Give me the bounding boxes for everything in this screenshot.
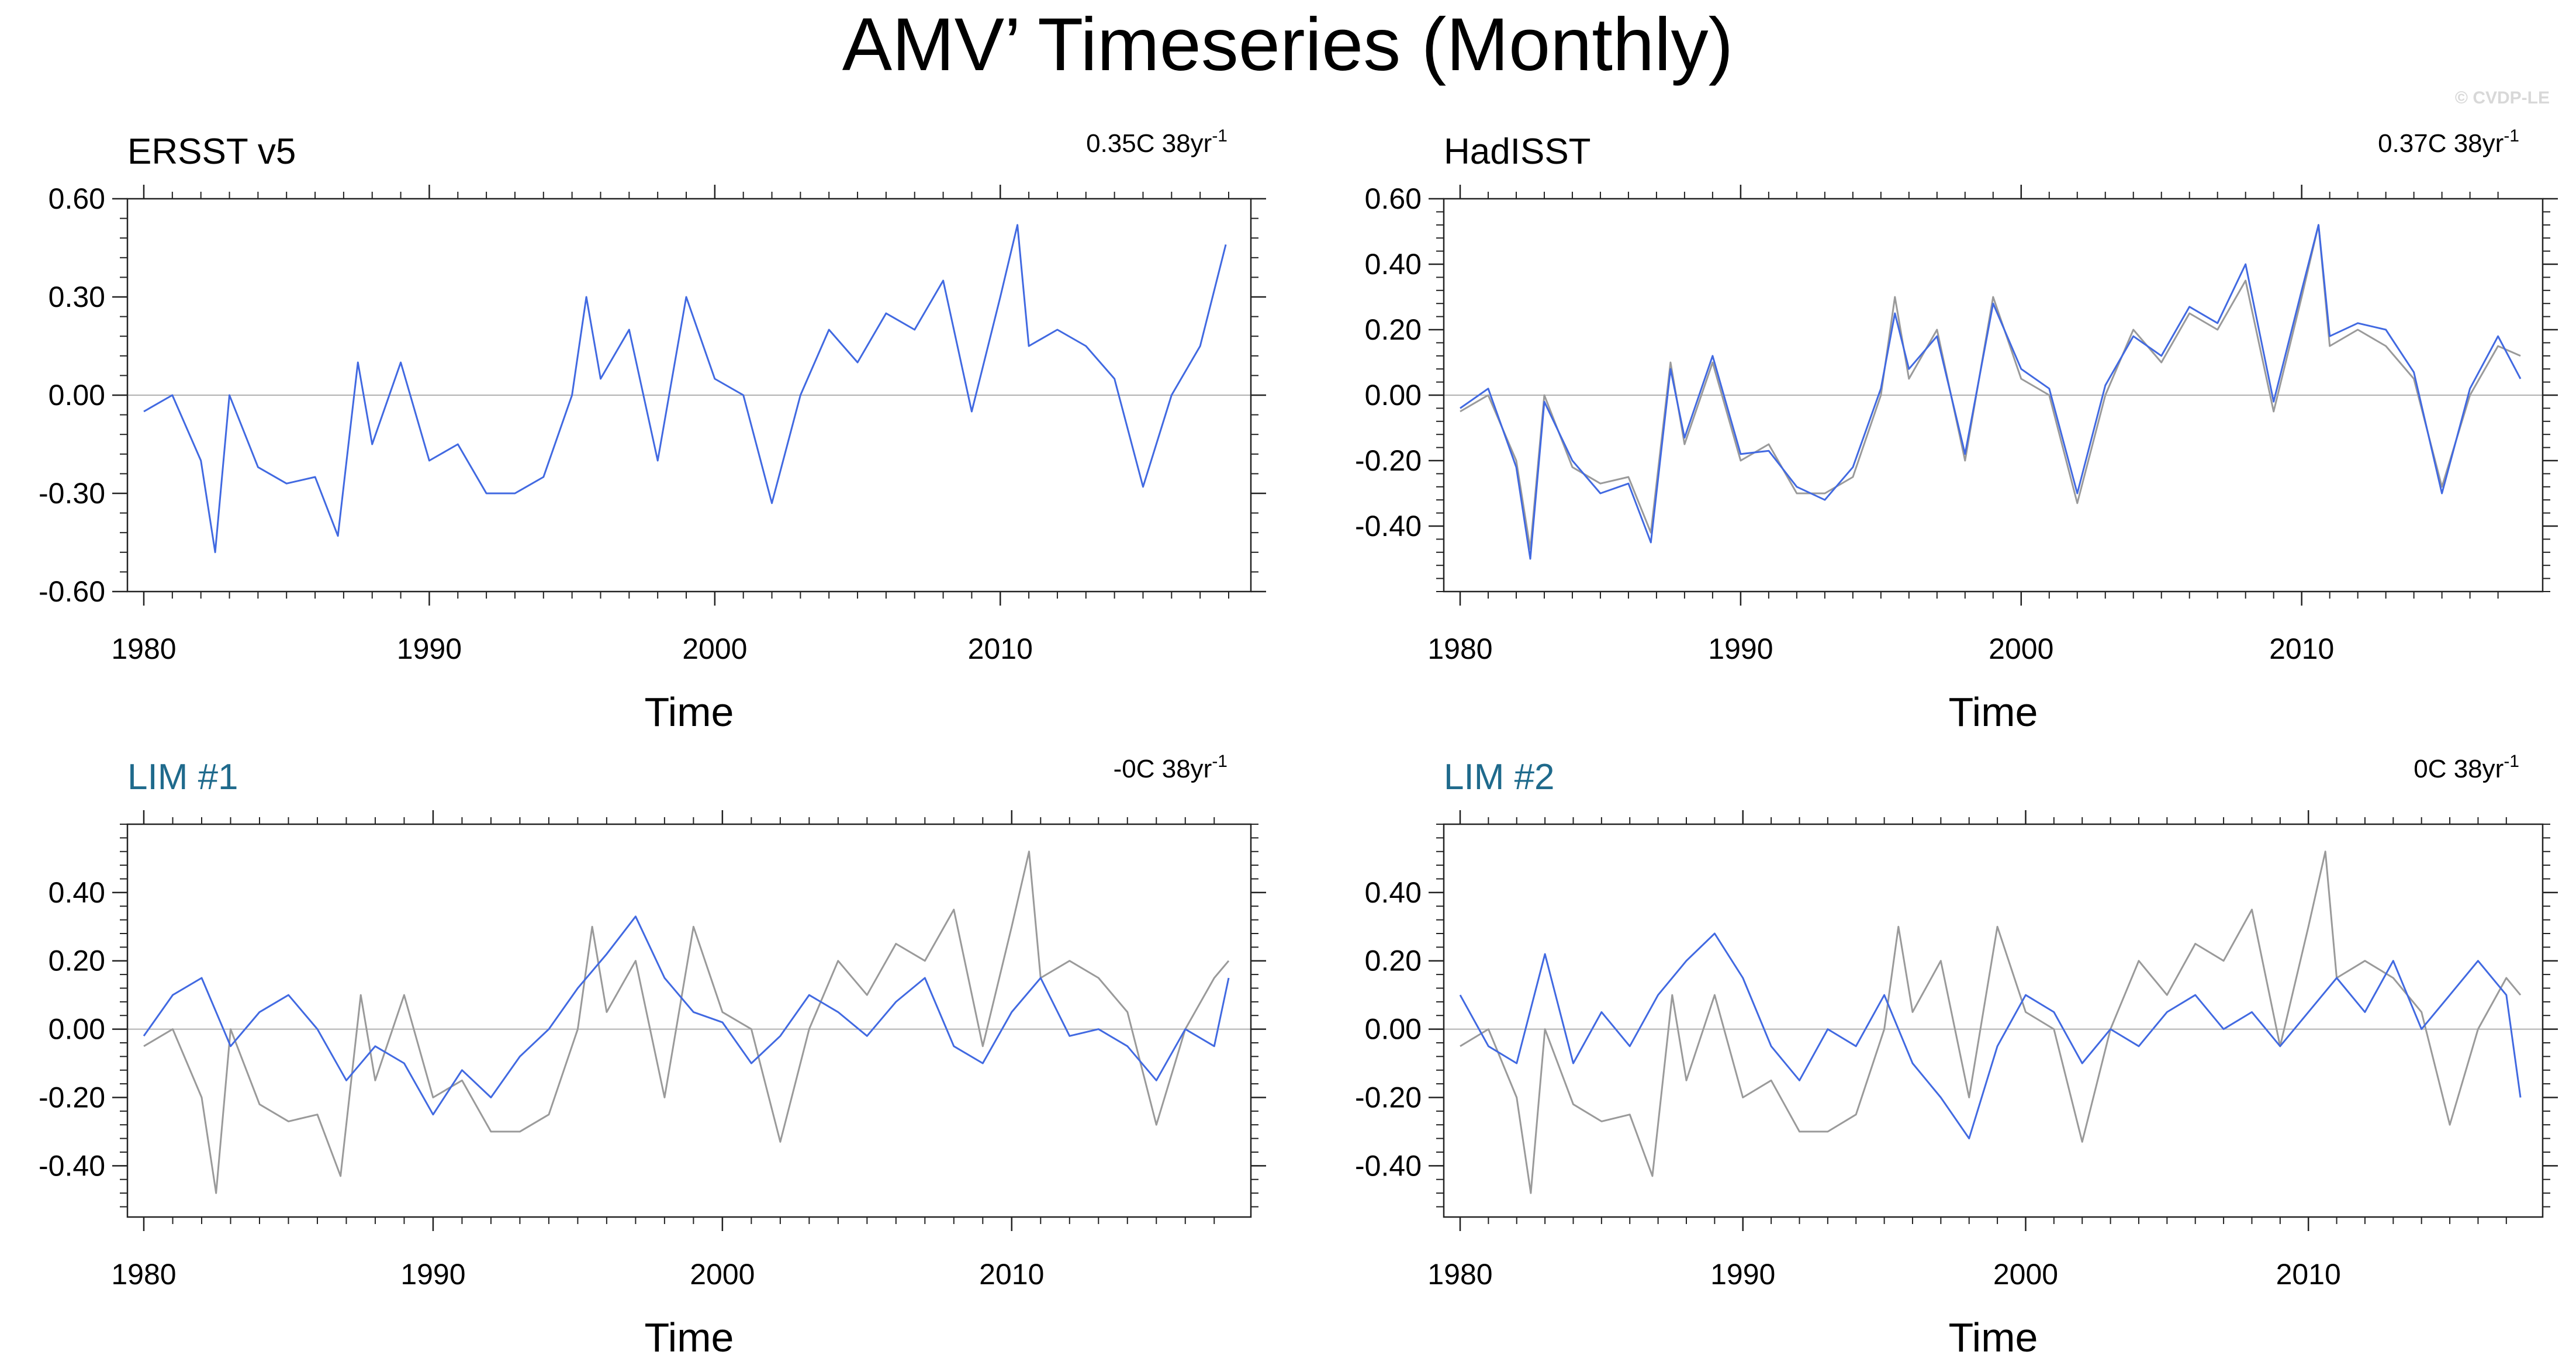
x-axis-title: Time (1949, 689, 2038, 735)
x-tick-label: 2000 (1993, 1258, 2058, 1291)
plot-frame (126, 823, 1252, 1218)
trend-superscript: -1 (1212, 126, 1228, 146)
trend-superscript: -1 (2504, 752, 2519, 771)
trend-superscript: -1 (2504, 126, 2519, 146)
y-tick-label: 0.40 (49, 876, 105, 909)
y-tick-label: -0.20 (1355, 1081, 1422, 1114)
y-tick-label: -0.20 (39, 1081, 105, 1114)
panels: ERSST v5 0.35C 38yr-10.600.300.00-0.30-0.… (39, 126, 2558, 1360)
x-tick-label: 1980 (1427, 632, 1492, 665)
x-tick-label: 1980 (1427, 1258, 1492, 1291)
trend-annotation: 0C 38yr-1 (2414, 752, 2519, 783)
y-tick-label: 0.40 (1365, 876, 1422, 909)
panel-3: LIM #1 -0C 38yr-1 0.40 0.20 0.00 -0.20 -0.40 19… (39, 752, 1266, 1360)
panel-2: HadISST 0.37C 38yr-1 0.60 0.40 0.20 0.00 -0.20… (1355, 126, 2558, 735)
x-tick-label: 2010 (968, 632, 1033, 665)
panel-1: ERSST v5 0.35C 38yr-1 0.60 0.30 0.00 -0.30 -0.… (39, 126, 1266, 735)
series-line-2 (1459, 932, 2522, 1140)
y-tick-label: 0.60 (49, 182, 105, 215)
trend-text: -0C 38yr (1114, 755, 1212, 783)
trend-annotation: -0C 38yr-1 (1114, 752, 1228, 783)
y-tick-label: -0.30 (39, 477, 105, 510)
x-tick-label: 2010 (2269, 632, 2334, 665)
x-tick-label: 2010 (2276, 1258, 2341, 1291)
x-axis-title: Time (1949, 1315, 2038, 1360)
series-line-1 (1460, 851, 2522, 1194)
y-tick-label: -0.40 (1355, 1149, 1422, 1182)
x-tick-label: 2000 (690, 1258, 755, 1291)
y-tick-label: -0.40 (39, 1149, 105, 1182)
y-tick-label: 0.60 (1365, 182, 1422, 215)
series-line-2 (143, 915, 1230, 1116)
watermark: © CVDP-LE (2455, 88, 2550, 108)
panel-title: ERSST v5 (127, 132, 296, 172)
trend-annotation: 0.37C 38yr-1 (2378, 126, 2519, 158)
x-tick-label: 1990 (1708, 632, 1773, 665)
x-tick-label: 1980 (111, 1258, 176, 1291)
series-line-2 (1460, 224, 2522, 560)
panel-title: LIM #2 (1444, 757, 1555, 797)
panel-title: HadISST (1444, 132, 1591, 172)
y-tick-label: 0.00 (1365, 1013, 1422, 1046)
y-tick-label: -0.60 (39, 575, 105, 608)
series-line-1 (1460, 224, 2521, 550)
x-tick-label: 1990 (1710, 1258, 1775, 1291)
trend-annotation: 0.35C 38yr-1 (1086, 126, 1228, 158)
panel-title: LIM #1 (127, 757, 238, 797)
x-axis-title: Time (645, 1315, 734, 1360)
x-tick-label: 2000 (682, 632, 747, 665)
trend-superscript: -1 (1212, 752, 1228, 771)
trend-text: 0.35C 38yr (1086, 129, 1212, 158)
trend-text: 0.37C 38yr (2378, 129, 2504, 158)
y-tick-label: 0.40 (1365, 248, 1422, 281)
x-tick-label: 2000 (1989, 632, 2053, 665)
main-title: AMV’ Timeseries (Monthly) (842, 3, 1733, 87)
series-line-1 (143, 224, 1227, 554)
x-axis-title: Time (645, 689, 734, 735)
x-tick-label: 1980 (111, 632, 176, 665)
panel-4: LIM #2 0C 38yr-1 0.40 0.20 0.00 -0.20 -0.40 198… (1355, 752, 2558, 1360)
series-line-1 (143, 851, 1230, 1194)
y-tick-label: 0.00 (1365, 379, 1422, 412)
x-tick-label: 2010 (979, 1258, 1044, 1291)
y-tick-label: -0.20 (1355, 444, 1422, 477)
plot-frame (1443, 823, 2544, 1218)
y-tick-label: -0.40 (1355, 510, 1422, 542)
y-tick-label: 0.20 (1365, 313, 1422, 346)
y-tick-label: 0.20 (1365, 945, 1422, 977)
x-tick-label: 1990 (400, 1258, 465, 1291)
y-tick-label: 0.20 (49, 945, 105, 977)
trend-text: 0C 38yr (2414, 755, 2504, 783)
x-tick-label: 1990 (397, 632, 462, 665)
y-tick-label: 0.00 (49, 379, 105, 412)
y-tick-label: 0.00 (49, 1013, 105, 1046)
y-tick-label: 0.30 (49, 281, 105, 313)
